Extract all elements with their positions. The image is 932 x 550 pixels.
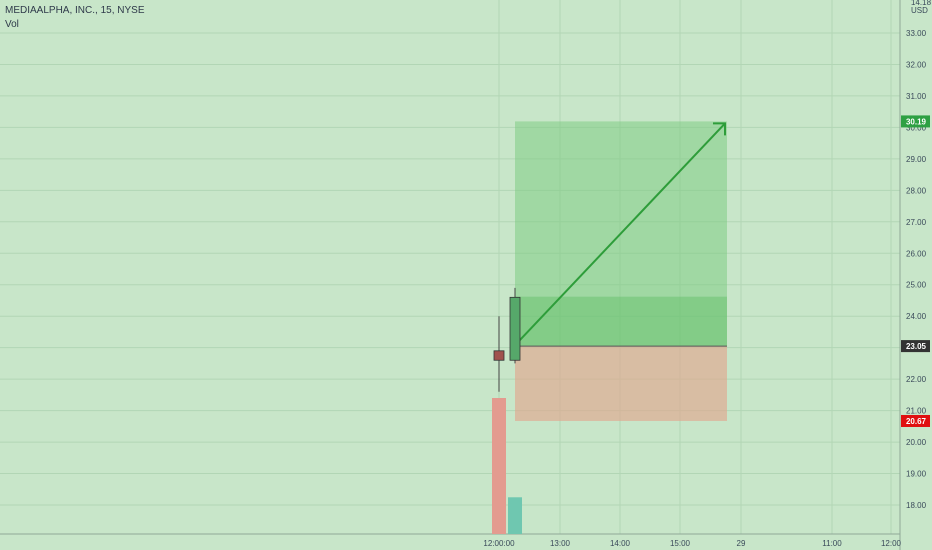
stop-price-tag	[901, 414, 930, 427]
time-tick-label: 12:00	[881, 539, 902, 548]
price-tick-label: 28.00	[906, 186, 927, 195]
time-tick-label: 14:00	[610, 539, 631, 548]
stop-price-tag-text: 20.67	[906, 417, 927, 426]
volume-label: Vol	[5, 19, 19, 30]
time-tick-label: 13:00	[550, 539, 571, 548]
time-tick-label: 11:00	[822, 539, 842, 548]
price-tick-label: 22.00	[906, 375, 927, 384]
price-tick-label: 24.00	[906, 312, 927, 321]
time-tick-label: 12:00:00	[483, 539, 515, 548]
target-price-tag-text: 30.19	[906, 117, 927, 126]
price-tick-label: 31.00	[906, 92, 927, 101]
candle-body[interactable]	[509, 296, 521, 361]
price-tick-label: 33.00	[906, 29, 927, 38]
symbol-title: MEDIAALPHA, INC., 15, NYSE	[5, 5, 145, 16]
time-tick-label: 29	[737, 539, 746, 548]
target-price-tag	[901, 115, 930, 128]
filled-zone	[515, 296, 727, 347]
price-tick-label: 25.00	[906, 281, 927, 290]
price-tick-label: 26.00	[906, 249, 927, 258]
price-tick-label: 29.00	[906, 155, 927, 164]
price-tick-label-top: 14.18	[911, 0, 932, 7]
price-tick-label: 20.00	[906, 438, 927, 447]
trade-path-arrow	[517, 122, 726, 343]
stop-zone[interactable]	[515, 346, 727, 421]
volume-bar	[492, 398, 506, 534]
price-tick-label: 27.00	[906, 218, 927, 227]
currency-label: USD	[911, 6, 928, 15]
arrow-head	[713, 122, 726, 136]
price-tick-label: 18.00	[906, 501, 927, 510]
candle-body[interactable]	[493, 350, 505, 361]
entry-price-tag	[901, 340, 930, 353]
price-tick-label: 21.00	[906, 407, 927, 416]
time-tick-label: 15:00	[670, 539, 691, 548]
price-tick-label: 32.00	[906, 60, 927, 69]
price-tick-label: 30.00	[906, 123, 927, 132]
volume-bar	[508, 497, 522, 534]
price-tick-label: 19.00	[906, 470, 927, 479]
entry-price-tag-text: 23.05	[906, 342, 927, 351]
